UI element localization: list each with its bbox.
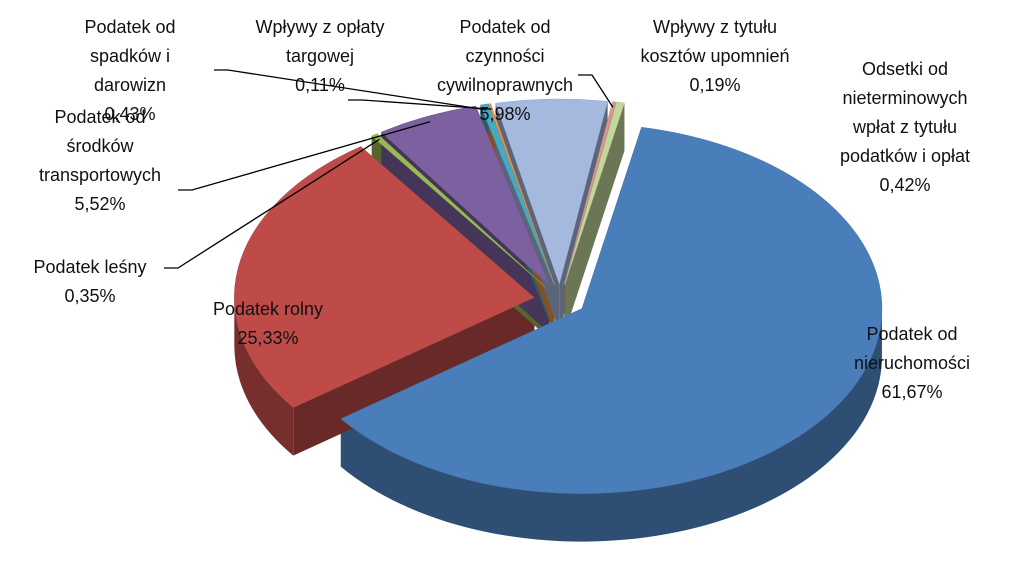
value-label: 25,33% [237,328,298,348]
label-line: Podatek rolny [213,299,323,319]
label-line: Podatek od [54,107,145,127]
slice-side [234,297,294,456]
value-label: 0,19% [689,75,740,95]
leader-line [578,74,614,108]
label-line: nieruchomości [854,353,970,373]
label-line: czynności [465,46,544,66]
slice [479,103,555,285]
label-line: Wpływy z tytułu [653,17,777,37]
slice-wall [564,102,625,333]
leader-line [178,120,431,191]
label-line: podatków i opłat [840,146,970,166]
slice [564,101,617,285]
label-line: środków [66,136,134,156]
slice [371,133,546,288]
label-line: Podatek leśny [33,257,146,277]
label-line: Podatek od [459,17,550,37]
data-label: Podatek od czynności cywilnoprawnych [437,17,573,95]
value-label: 0,11% [295,75,345,95]
leader-line [348,99,492,110]
data-label: Wpływy z tytułu kosztów upomnień [640,17,789,66]
slice [340,127,883,494]
slice [380,105,550,286]
slice-side [340,308,882,542]
slice-tops [234,98,883,494]
value-label: 0,35% [64,286,115,306]
label-line: Wpływy z opłaty [255,17,384,37]
value-label: 5,52% [74,194,125,214]
data-label: Podatek od środków transportowych [39,107,161,185]
slice [495,98,608,285]
label-line: Podatek od [866,324,957,344]
leader-line [164,138,380,269]
slice [564,101,625,285]
value-label: 0,43% [104,104,155,124]
label-line: Podatek od [84,17,175,37]
label-line: darowizn [94,75,166,95]
data-label: Podatek rolny [213,299,323,319]
value-label: 0,42% [879,175,930,195]
label-line: spadków i [90,46,170,66]
data-label: Odsetki od nieterminowych wpłat z tytułu po… [840,59,970,166]
data-label: Podatek od spadków i darowizn [84,17,175,95]
label-line: nieterminowych [842,88,967,108]
slice [488,103,555,285]
slice [234,146,535,408]
label-line: transportowych [39,165,161,185]
value-label: 61,67% [881,382,942,402]
label-line: Odsetki od [862,59,948,79]
value-label: 5,98% [479,104,530,124]
label-line: cywilnoprawnych [437,75,573,95]
data-label: Podatek leśny [33,257,146,277]
data-label: Wpływy z opłaty targowej [255,17,384,66]
label-line: targowej [286,46,354,66]
leader-line [214,69,487,111]
label-line: wpłat z tytułu [852,117,957,137]
label-line: kosztów upomnień [640,46,789,66]
data-label: Podatek od nieruchomości [854,324,970,373]
